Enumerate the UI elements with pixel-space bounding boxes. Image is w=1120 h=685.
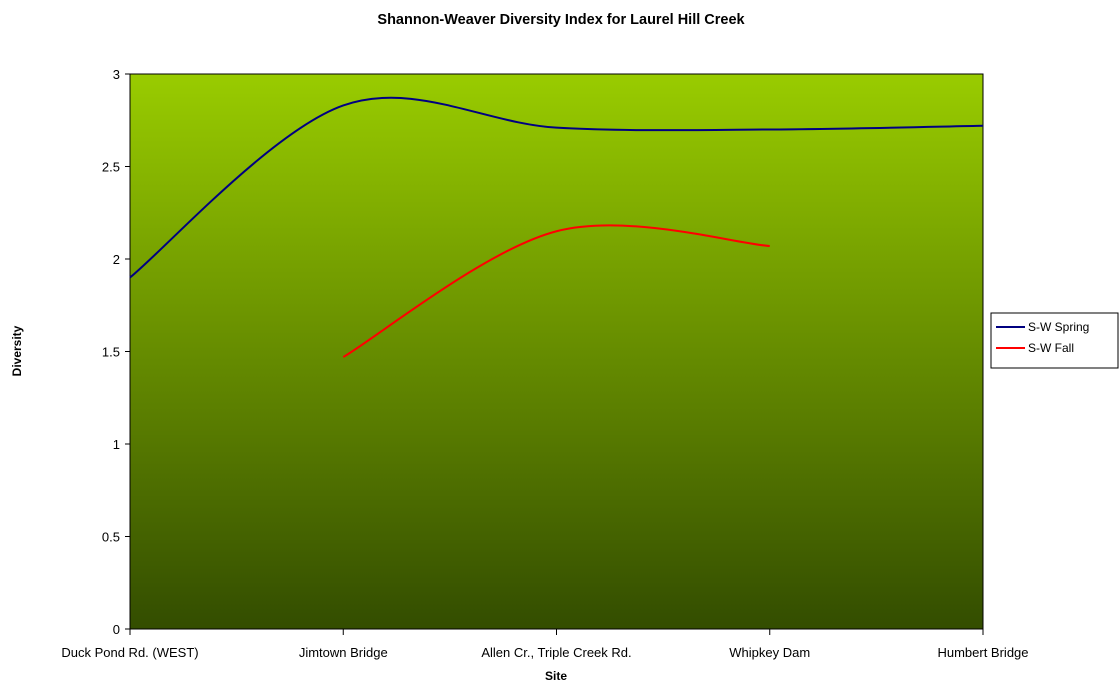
series-line-s-w-spring xyxy=(129,96,984,279)
y-axis-title: Diversity xyxy=(10,325,24,376)
y-tick-label: 1 xyxy=(113,437,120,452)
x-tick-label: Jimtown Bridge xyxy=(299,645,388,660)
y-tick-label: 2.5 xyxy=(102,160,120,175)
legend-label-fall: S-W Fall xyxy=(1028,341,1074,355)
legend: S-W Spring S-W Fall xyxy=(990,312,1119,369)
y-tick-label: 0 xyxy=(113,622,120,637)
x-tick-label: Allen Cr., Triple Creek Rd. xyxy=(481,645,631,660)
plot-area xyxy=(129,73,984,630)
y-tick-label: 0.5 xyxy=(102,530,120,545)
series-line-s-w-fall xyxy=(342,224,770,358)
chart-title: Shannon-Weaver Diversity Index for Laure… xyxy=(377,12,745,28)
y-axis: 0 0.5 1 1.5 2 2.5 3 xyxy=(102,67,130,637)
series-layer xyxy=(129,96,984,358)
y-tick-label: 3 xyxy=(113,67,120,82)
x-tick-label: Duck Pond Rd. (WEST) xyxy=(61,645,198,660)
y-tick-label: 1.5 xyxy=(102,345,120,360)
x-axis: Duck Pond Rd. (WEST) Jimtown Bridge Allen … xyxy=(61,629,1029,660)
legend-label-spring: S-W Spring xyxy=(1028,320,1089,334)
y-tick-label: 2 xyxy=(113,252,120,267)
x-axis-title: Site xyxy=(545,669,567,683)
legend-box xyxy=(990,312,1119,369)
x-tick-label: Whipkey Dam xyxy=(729,645,810,660)
x-tick-label: Humbert Bridge xyxy=(937,645,1028,660)
